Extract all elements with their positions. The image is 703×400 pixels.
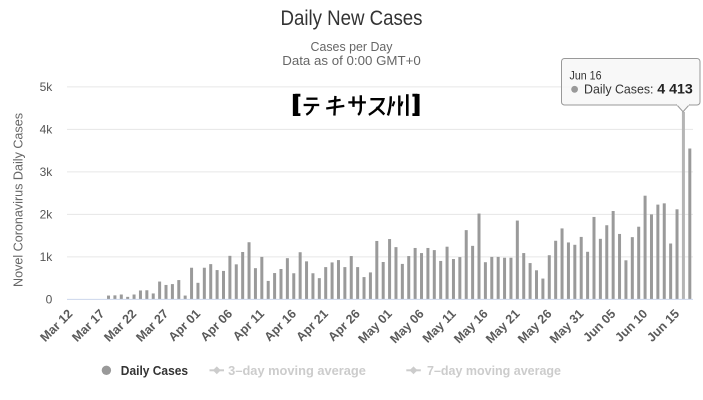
svg-text:Data as of 0:00 GMT+0: Data as of 0:00 GMT+0 — [282, 53, 421, 68]
svg-text:Daily New Cases: Daily New Cases — [281, 7, 423, 30]
svg-text:Daily Cases:: Daily Cases: — [584, 82, 654, 97]
svg-text:7–day moving average: 7–day moving average — [427, 364, 561, 378]
svg-text:3k: 3k — [40, 165, 54, 179]
svg-text:Daily Cases: Daily Cases — [121, 364, 188, 378]
svg-text:4k: 4k — [40, 123, 54, 137]
svg-text:2k: 2k — [40, 208, 54, 222]
svg-text:4 413: 4 413 — [657, 81, 693, 97]
svg-text:5k: 5k — [40, 80, 54, 94]
svg-text:1k: 1k — [40, 250, 54, 264]
svg-text:Novel Coronavirus Daily Cases: Novel Coronavirus Daily Cases — [11, 113, 26, 287]
svg-text:3–day moving average: 3–day moving average — [228, 364, 366, 378]
svg-text:0: 0 — [46, 293, 53, 307]
svg-text:Cases per Day: Cases per Day — [311, 39, 393, 54]
svg-text:Jun 16: Jun 16 — [570, 68, 602, 82]
